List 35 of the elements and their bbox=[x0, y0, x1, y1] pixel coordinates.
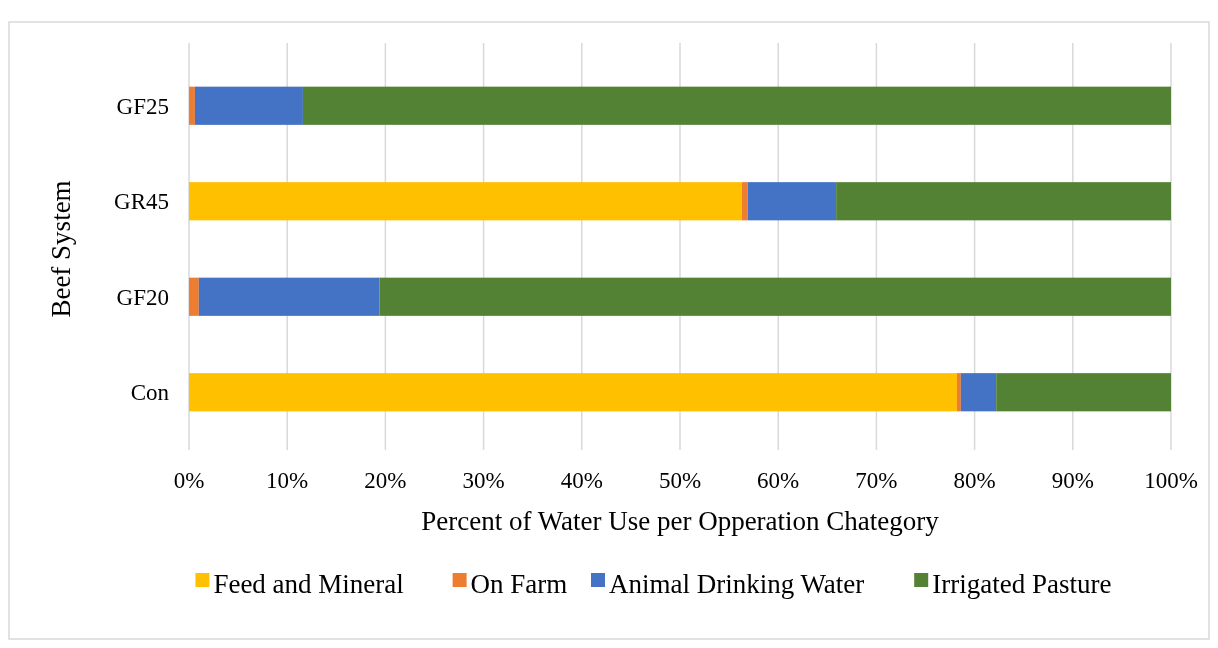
bar bbox=[741, 182, 748, 221]
bar bbox=[379, 277, 1171, 316]
x-tick-label: 80% bbox=[953, 468, 996, 493]
x-tick-label: 70% bbox=[855, 468, 898, 493]
y-axis-title: Beef System bbox=[46, 180, 76, 318]
bar bbox=[189, 86, 195, 125]
bar bbox=[189, 373, 957, 412]
x-tick-label: 100% bbox=[1144, 468, 1198, 493]
x-tick-label: 30% bbox=[462, 468, 505, 493]
y-tick-label: Con bbox=[130, 380, 170, 406]
x-tick-label: 10% bbox=[266, 468, 309, 493]
bar bbox=[996, 373, 1171, 412]
x-tick-label: 60% bbox=[757, 468, 800, 493]
bar bbox=[189, 277, 199, 316]
legend-label: Animal Drinking Water bbox=[609, 569, 865, 600]
legend-label: Feed and Mineral bbox=[213, 569, 404, 600]
bar bbox=[302, 86, 1171, 125]
bar bbox=[956, 373, 961, 412]
bar bbox=[198, 277, 380, 316]
x-tick-label: 40% bbox=[560, 468, 603, 493]
x-axis-title: Percent of Water Use per Opperation Chategory bbox=[421, 506, 940, 536]
x-tick-label: 0% bbox=[173, 468, 205, 493]
y-tick-label: GF20 bbox=[116, 284, 169, 310]
bar bbox=[836, 182, 1171, 221]
x-tick-label: 20% bbox=[364, 468, 407, 493]
y-tick-label: GF25 bbox=[116, 93, 169, 119]
y-tick-label: GR45 bbox=[114, 189, 169, 215]
legend-label: On Farm bbox=[470, 569, 568, 600]
bar bbox=[747, 182, 837, 221]
x-tick-label: 50% bbox=[658, 468, 702, 493]
bar bbox=[189, 182, 742, 221]
bar bbox=[194, 86, 303, 125]
bar bbox=[960, 373, 997, 412]
x-tick-label: 90% bbox=[1051, 468, 1094, 493]
legend-label: Irrigated Pasture bbox=[932, 569, 1112, 600]
